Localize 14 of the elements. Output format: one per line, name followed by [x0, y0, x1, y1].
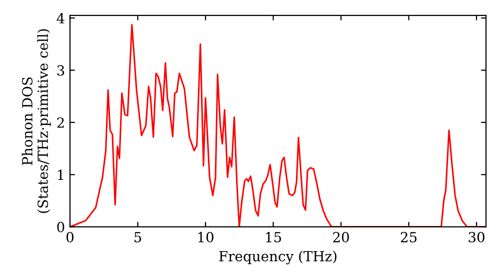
x-tick-label: 0 [66, 232, 74, 242]
x-tick-label: 20 [333, 232, 349, 242]
y-axis-title: Phonon DOS (States/THz·primitive cell) [22, 29, 51, 213]
x-tick-label: 10 [198, 232, 214, 242]
y-tick-label: 4 [56, 12, 64, 24]
x-tick-label: 25 [400, 232, 417, 242]
x-axis-title: Frequency (THz) [219, 250, 336, 264]
x-tick-label: 5 [134, 232, 142, 242]
x-tick-label: 30 [468, 232, 484, 242]
y-tick-label: 2 [57, 117, 64, 128]
y-tick-label: 0 [57, 222, 64, 232]
y-tick-label: 1 [58, 170, 64, 180]
x-tick-label: 15 [266, 232, 282, 242]
y-tick-label: 3 [57, 65, 64, 76]
